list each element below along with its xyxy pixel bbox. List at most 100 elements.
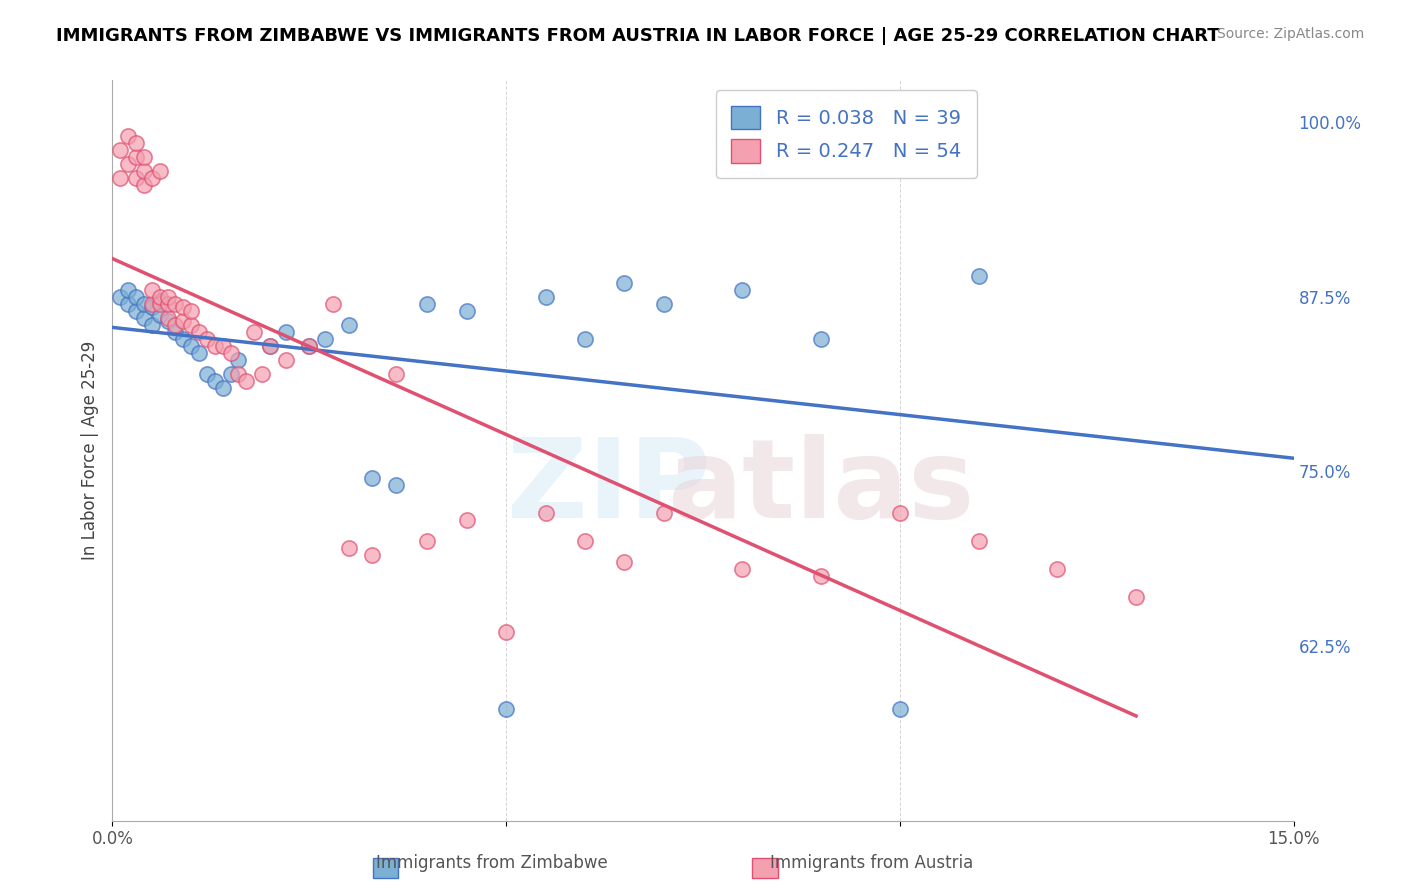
Point	[337, 318, 360, 332]
Point	[195, 332, 218, 346]
Point	[110, 171, 132, 186]
Point	[259, 339, 281, 353]
Point	[117, 297, 139, 311]
Point	[156, 313, 179, 327]
Point	[125, 136, 148, 150]
Point	[132, 150, 155, 164]
Text: atlas: atlas	[668, 434, 974, 541]
Point	[613, 276, 636, 290]
Point	[889, 506, 911, 520]
Point	[810, 332, 832, 346]
Point	[219, 345, 242, 359]
Point	[889, 702, 911, 716]
Point	[180, 303, 202, 318]
Point	[117, 283, 139, 297]
Point	[385, 367, 408, 381]
Point	[165, 318, 187, 332]
Point	[235, 374, 257, 388]
Point	[110, 143, 132, 157]
Point	[228, 367, 250, 381]
Point	[731, 562, 754, 576]
Point	[416, 297, 439, 311]
Point	[117, 157, 139, 171]
Point	[274, 352, 297, 367]
Point	[125, 290, 148, 304]
Point	[149, 297, 172, 311]
Point	[259, 339, 281, 353]
Point	[314, 332, 336, 346]
Point	[416, 534, 439, 549]
Point	[149, 164, 172, 178]
Point	[149, 308, 172, 322]
Point	[574, 534, 596, 549]
Point	[117, 129, 139, 144]
Point	[361, 548, 384, 562]
Text: Immigrants from Austria: Immigrants from Austria	[770, 855, 973, 872]
Point	[188, 325, 211, 339]
Point	[180, 339, 202, 353]
Point	[298, 339, 321, 353]
Point	[149, 293, 172, 308]
Point	[228, 352, 250, 367]
Point	[132, 178, 155, 192]
Point	[243, 325, 266, 339]
Point	[1125, 590, 1147, 604]
Point	[141, 318, 163, 332]
Point	[204, 339, 226, 353]
Point	[385, 478, 408, 492]
Point	[534, 290, 557, 304]
Point	[141, 300, 163, 314]
Point	[132, 297, 155, 311]
Point	[156, 297, 179, 311]
Point	[456, 303, 478, 318]
Point	[149, 290, 172, 304]
Point	[361, 471, 384, 485]
Point	[534, 506, 557, 520]
Point	[810, 569, 832, 583]
Point	[495, 625, 517, 640]
Point	[211, 381, 233, 395]
Text: IMMIGRANTS FROM ZIMBABWE VS IMMIGRANTS FROM AUSTRIA IN LABOR FORCE | AGE 25-29 C: IMMIGRANTS FROM ZIMBABWE VS IMMIGRANTS F…	[56, 27, 1220, 45]
Text: Immigrants from Zimbabwe: Immigrants from Zimbabwe	[377, 855, 607, 872]
Point	[274, 325, 297, 339]
Point	[125, 150, 148, 164]
Point	[456, 513, 478, 527]
Point	[141, 283, 163, 297]
Point	[204, 374, 226, 388]
Point	[337, 541, 360, 556]
Point	[132, 310, 155, 325]
Point	[165, 325, 187, 339]
Point	[172, 313, 194, 327]
Point	[322, 297, 344, 311]
Point	[967, 268, 990, 283]
Point	[613, 555, 636, 569]
Y-axis label: In Labor Force | Age 25-29: In Labor Force | Age 25-29	[80, 341, 98, 560]
Point	[967, 534, 990, 549]
Point	[156, 290, 179, 304]
Text: Source: ZipAtlas.com: Source: ZipAtlas.com	[1216, 27, 1364, 41]
Point	[652, 297, 675, 311]
Point	[652, 506, 675, 520]
Point	[188, 345, 211, 359]
Point	[219, 367, 242, 381]
Point	[125, 171, 148, 186]
Point	[195, 367, 218, 381]
Point	[172, 300, 194, 314]
Point	[141, 171, 163, 186]
Point	[495, 702, 517, 716]
Point	[574, 332, 596, 346]
Point	[110, 290, 132, 304]
Point	[132, 164, 155, 178]
Text: ZIP: ZIP	[506, 434, 710, 541]
Point	[141, 297, 163, 311]
Point	[1046, 562, 1069, 576]
Point	[180, 318, 202, 332]
Point	[250, 367, 273, 381]
Point	[298, 339, 321, 353]
Point	[125, 303, 148, 318]
Point	[731, 283, 754, 297]
Point	[165, 297, 187, 311]
Point	[156, 310, 179, 325]
Point	[172, 332, 194, 346]
Point	[211, 339, 233, 353]
